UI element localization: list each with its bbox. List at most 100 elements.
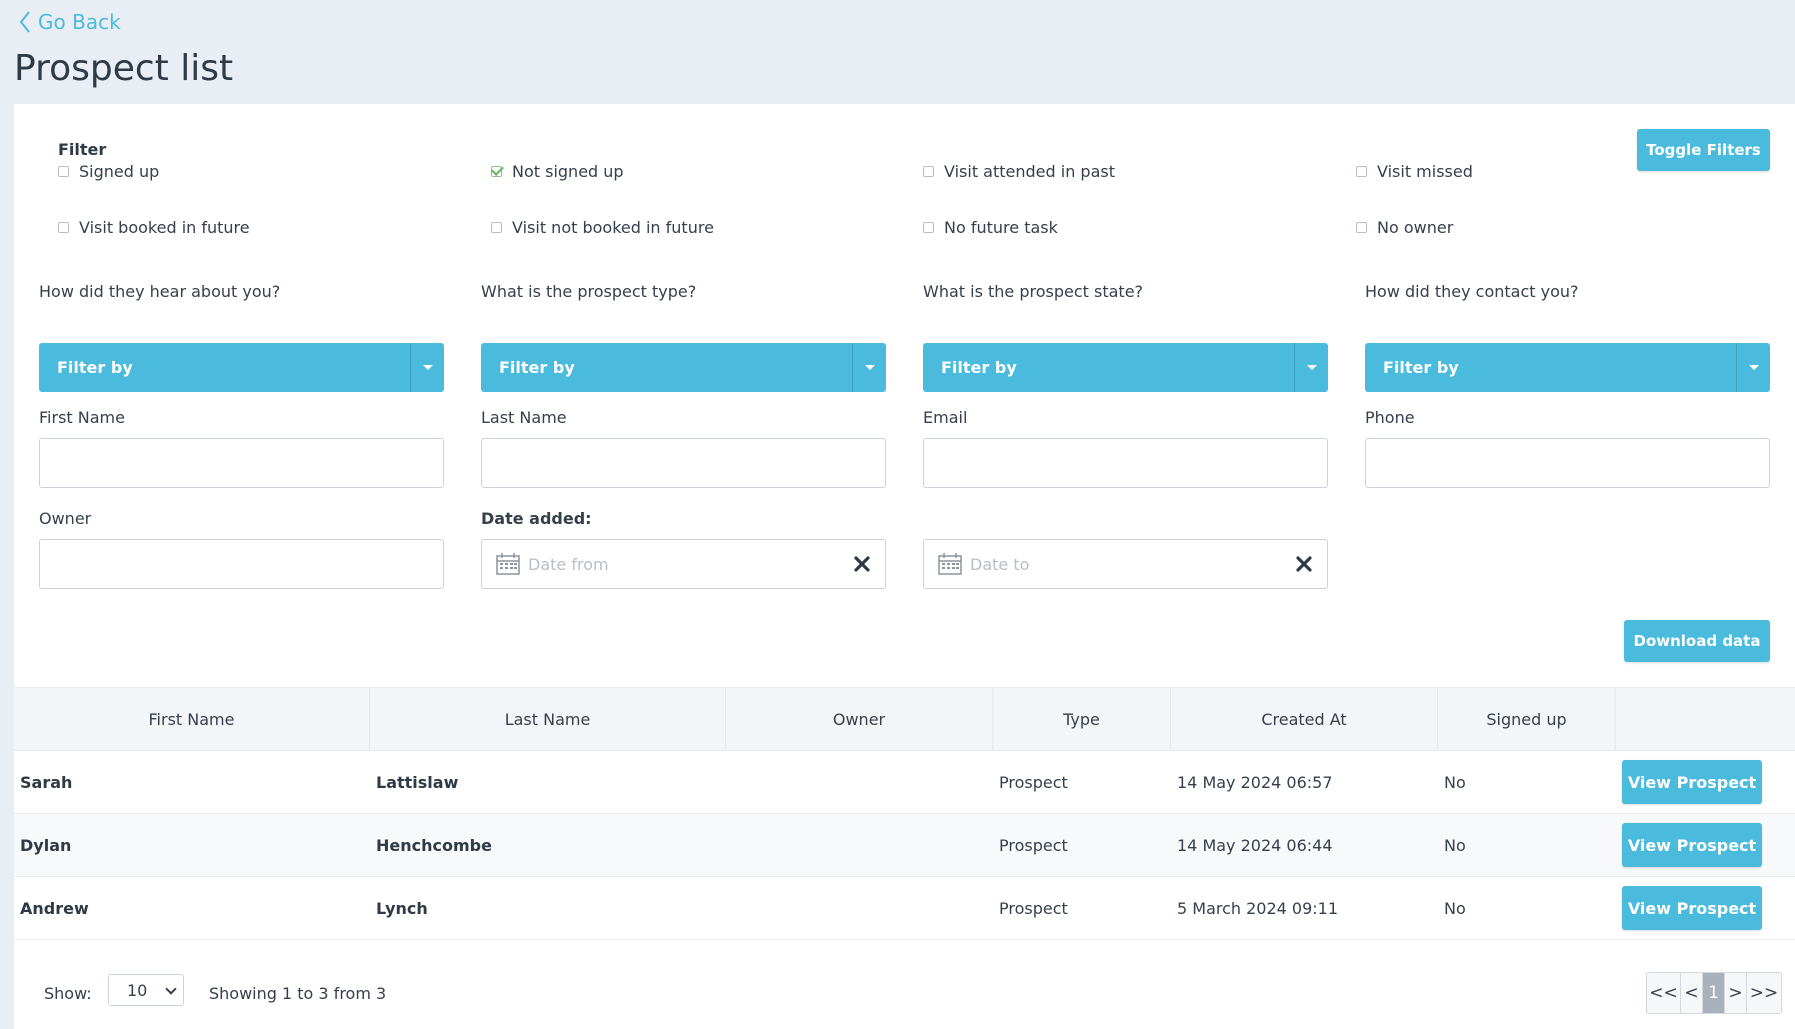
- checkbox-box-checked[interactable]: [491, 166, 502, 177]
- column-header-first-name[interactable]: First Name: [14, 688, 370, 750]
- prospect-table: First Name Last Name Owner Type Created …: [14, 687, 1795, 940]
- contact-method-dropdown[interactable]: Filter by: [1365, 343, 1770, 392]
- owner-input[interactable]: [39, 539, 444, 589]
- filter-panel: Filter Toggle Filters Signed up Not sign…: [14, 104, 1795, 1029]
- checkbox-signed-up[interactable]: Signed up: [58, 162, 159, 181]
- view-prospect-button[interactable]: View Prospect: [1622, 760, 1762, 804]
- last-name-label: Last Name: [481, 408, 567, 427]
- prospect-state-dropdown[interactable]: Filter by: [923, 343, 1328, 392]
- checkbox-visit-attended-in-past[interactable]: Visit attended in past: [923, 162, 1115, 181]
- date-to-field[interactable]: [923, 539, 1328, 589]
- cell-first-name: Andrew: [20, 898, 89, 918]
- page-title: Prospect list: [14, 48, 234, 89]
- hear-about-dropdown[interactable]: Filter by: [39, 343, 444, 392]
- calendar-icon[interactable]: [938, 553, 962, 575]
- checkbox-visit-booked-in-future[interactable]: Visit booked in future: [58, 218, 250, 237]
- close-icon[interactable]: [853, 555, 871, 573]
- cell-created-at: 14 May 2024 06:44: [1177, 835, 1333, 855]
- cell-created-at: 5 March 2024 09:11: [1177, 898, 1339, 918]
- close-icon[interactable]: [1295, 555, 1313, 573]
- hear-about-label: How did they hear about you?: [39, 282, 281, 301]
- column-header-created-at[interactable]: Created At: [1171, 688, 1438, 750]
- date-from-input[interactable]: [528, 554, 853, 574]
- view-prospect-button[interactable]: View Prospect: [1622, 886, 1762, 930]
- checkbox-box[interactable]: [923, 166, 934, 177]
- checkbox-box[interactable]: [58, 166, 69, 177]
- cell-signed-up: No: [1444, 835, 1466, 855]
- date-from-field[interactable]: [481, 539, 886, 589]
- caret-down-icon[interactable]: [1294, 343, 1328, 392]
- checkbox-box[interactable]: [1356, 222, 1367, 233]
- first-page-button[interactable]: <<: [1647, 973, 1681, 1013]
- column-header-type[interactable]: Type: [993, 688, 1171, 750]
- dropdown-value: Filter by: [1383, 358, 1459, 377]
- checkbox-no-owner[interactable]: No owner: [1356, 218, 1453, 237]
- cell-first-name: Dylan: [20, 835, 72, 855]
- cell-signed-up: No: [1444, 898, 1466, 918]
- next-page-button[interactable]: >: [1725, 973, 1747, 1013]
- caret-down-icon[interactable]: [852, 343, 886, 392]
- checkbox-label: Signed up: [79, 162, 160, 181]
- checkbox-box[interactable]: [1356, 166, 1367, 177]
- download-data-button[interactable]: Download data: [1624, 620, 1770, 662]
- page-button-current[interactable]: 1: [1703, 973, 1725, 1013]
- filter-title: Filter: [58, 140, 107, 159]
- last-name-input[interactable]: [481, 438, 886, 488]
- column-header-actions: [1616, 688, 1795, 750]
- go-back-label: Go Back: [38, 10, 121, 34]
- table-footer: Show: 10 Showing 1 to 3 from 3 << < 1 > …: [14, 962, 1795, 1029]
- caret-down-icon[interactable]: [1736, 343, 1770, 392]
- last-page-button[interactable]: >>: [1749, 983, 1779, 1003]
- table-row: Dylan Henchcombe Prospect 14 May 2024 06…: [14, 814, 1795, 877]
- column-header-last-name[interactable]: Last Name: [370, 688, 726, 750]
- checkbox-label: No owner: [1377, 218, 1454, 237]
- checkbox-no-future-task[interactable]: No future task: [923, 218, 1058, 237]
- cell-last-name: Henchcombe: [376, 835, 492, 855]
- email-label: Email: [923, 408, 968, 427]
- checkbox-label: Not signed up: [512, 162, 624, 181]
- checkbox-label: No future task: [944, 218, 1058, 237]
- column-header-owner[interactable]: Owner: [726, 688, 993, 750]
- caret-down-icon[interactable]: [410, 343, 444, 392]
- page-size-select[interactable]: 10: [108, 974, 184, 1006]
- phone-label: Phone: [1365, 408, 1415, 427]
- chevron-down-icon: [165, 983, 177, 995]
- cell-type: Prospect: [999, 898, 1068, 918]
- checkbox-box[interactable]: [58, 222, 69, 233]
- checkbox-box[interactable]: [491, 222, 502, 233]
- go-back-link[interactable]: Go Back: [18, 10, 121, 34]
- email-input[interactable]: [923, 438, 1328, 488]
- cell-type: Prospect: [999, 835, 1068, 855]
- calendar-icon[interactable]: [496, 553, 520, 575]
- cell-signed-up: No: [1444, 772, 1466, 792]
- previous-page-button[interactable]: <: [1681, 973, 1703, 1013]
- contact-method-label: How did they contact you?: [1365, 282, 1579, 301]
- cell-last-name: Lynch: [376, 898, 428, 918]
- cell-last-name: Lattislaw: [376, 772, 459, 792]
- checkbox-visit-missed[interactable]: Visit missed: [1356, 162, 1473, 181]
- table-row: Sarah Lattislaw Prospect 14 May 2024 06:…: [14, 751, 1795, 814]
- toggle-filters-button[interactable]: Toggle Filters: [1637, 129, 1770, 171]
- page-size-value: 10: [127, 980, 148, 1000]
- chevron-left-icon: [19, 11, 30, 33]
- checkbox-visit-not-booked-in-future[interactable]: Visit not booked in future: [491, 218, 714, 237]
- checkbox-label: Visit attended in past: [944, 162, 1115, 181]
- view-prospect-button[interactable]: View Prospect: [1622, 823, 1762, 867]
- cell-created-at: 14 May 2024 06:57: [1177, 772, 1333, 792]
- dropdown-value: Filter by: [57, 358, 133, 377]
- results-summary: Showing 1 to 3 from 3: [209, 984, 387, 1003]
- first-name-input[interactable]: [39, 438, 444, 488]
- table-row: Andrew Lynch Prospect 5 March 2024 09:11…: [14, 877, 1795, 940]
- prospect-type-dropdown[interactable]: Filter by: [481, 343, 886, 392]
- date-added-label: Date added:: [481, 509, 592, 528]
- table-header: First Name Last Name Owner Type Created …: [14, 687, 1795, 751]
- checkbox-label: Visit booked in future: [79, 218, 250, 237]
- prospect-state-label: What is the prospect state?: [923, 282, 1144, 301]
- checkbox-not-signed-up[interactable]: Not signed up: [491, 162, 624, 181]
- checkbox-box[interactable]: [923, 222, 934, 233]
- date-to-input[interactable]: [970, 554, 1295, 574]
- column-header-signed-up[interactable]: Signed up: [1438, 688, 1616, 750]
- checkbox-label: Visit not booked in future: [512, 218, 714, 237]
- phone-input[interactable]: [1365, 438, 1770, 488]
- prospect-type-label: What is the prospect type?: [481, 282, 697, 301]
